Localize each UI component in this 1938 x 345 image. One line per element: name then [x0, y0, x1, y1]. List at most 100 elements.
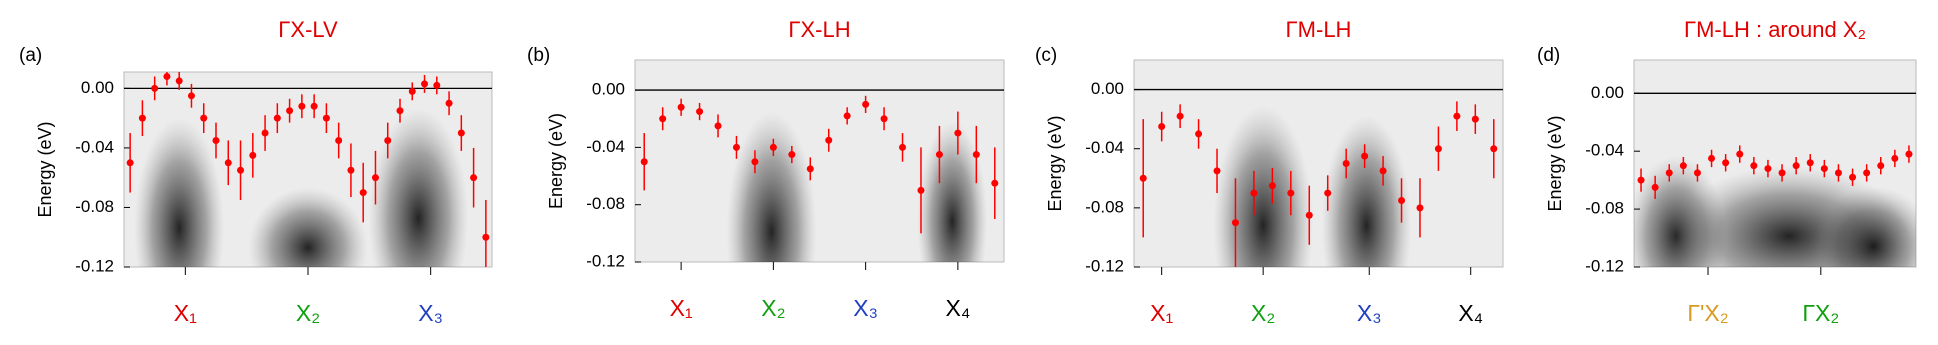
- data-point: [825, 136, 833, 144]
- data-point: [1250, 189, 1258, 197]
- data-point: [187, 92, 195, 100]
- data-point: [732, 143, 740, 151]
- panel-title: ΓM-LH : around X₂: [1684, 17, 1866, 42]
- intensity-blob: [726, 111, 817, 262]
- data-point: [788, 151, 796, 159]
- data-point: [1361, 152, 1369, 160]
- intensity-blob: [368, 108, 469, 267]
- data-point: [322, 114, 330, 122]
- data-point: [163, 72, 171, 80]
- data-point: [1398, 196, 1406, 204]
- data-point: [1708, 154, 1716, 162]
- intensity-map: [1213, 105, 1412, 267]
- data-point: [249, 151, 257, 159]
- data-point: [298, 102, 306, 110]
- data-point: [347, 166, 355, 174]
- data-point: [433, 81, 441, 89]
- panel-label: (b): [527, 45, 550, 66]
- y-axis-label: Energy (eV): [1545, 115, 1565, 211]
- panel-title: ΓX-LV: [278, 17, 338, 42]
- data-point: [384, 136, 392, 144]
- panel-label: (d): [1537, 45, 1560, 66]
- panel-title: ΓX-LH: [788, 17, 850, 42]
- intensity-map: [726, 111, 988, 262]
- data-point: [371, 174, 379, 182]
- data-point: [1764, 165, 1772, 173]
- data-point: [1471, 115, 1479, 123]
- data-point: [1416, 204, 1424, 212]
- data-point: [714, 122, 722, 130]
- data-point: [1679, 162, 1687, 170]
- data-point: [880, 115, 888, 123]
- y-tick-label: -0.04: [1585, 141, 1624, 160]
- y-tick-label: -0.12: [75, 256, 114, 275]
- x-tick-label: X₄: [946, 295, 971, 321]
- plot-area: [1133, 59, 1504, 268]
- panel-label: (a): [19, 45, 42, 66]
- data-point: [769, 143, 777, 151]
- data-point: [991, 179, 999, 187]
- data-point: [1651, 183, 1659, 191]
- data-point: [1305, 211, 1313, 219]
- data-point: [138, 114, 146, 122]
- intensity-blob: [1813, 186, 1916, 267]
- data-point: [1693, 169, 1701, 177]
- y-tick-label: 0.00: [1591, 83, 1624, 102]
- data-points: [126, 72, 490, 267]
- x-tick-label: X₃: [853, 295, 878, 321]
- y-tick-label: 0.00: [81, 78, 114, 97]
- data-point: [457, 129, 465, 137]
- data-points: [640, 95, 999, 234]
- data-point: [1268, 182, 1276, 190]
- data-point: [972, 151, 980, 159]
- data-point: [1379, 167, 1387, 175]
- y-tick-label: -0.04: [75, 137, 114, 156]
- y-tick-label: -0.08: [586, 194, 625, 213]
- data-point: [335, 136, 343, 144]
- y-tick-label: -0.08: [1085, 197, 1124, 216]
- data-points: [1139, 101, 1498, 267]
- data-point: [396, 107, 404, 115]
- data-point: [640, 158, 648, 166]
- data-point: [273, 114, 281, 122]
- data-point: [1213, 167, 1221, 175]
- data-point: [224, 159, 232, 167]
- y-tick-label: -0.12: [586, 251, 625, 270]
- y-tick-label: 0.00: [1091, 79, 1124, 98]
- data-point: [1722, 159, 1730, 167]
- data-point: [1176, 112, 1184, 120]
- data-point: [1637, 176, 1645, 184]
- data-point: [200, 114, 208, 122]
- data-point: [1195, 130, 1203, 138]
- x-tick-label: X₃: [1357, 300, 1382, 326]
- data-point: [1750, 162, 1758, 170]
- data-point: [935, 151, 943, 159]
- data-point: [237, 166, 245, 174]
- data-point: [1158, 123, 1166, 131]
- y-tick-label: -0.12: [1585, 256, 1624, 275]
- data-point: [421, 80, 429, 88]
- data-point: [917, 186, 925, 194]
- data-point: [1434, 145, 1442, 153]
- x-tick-label: X₁: [1150, 300, 1173, 326]
- data-point: [482, 233, 490, 241]
- panel-label: (c): [1035, 45, 1057, 66]
- data-point: [1490, 145, 1498, 153]
- panel-title: ΓM-LH: [1286, 17, 1352, 42]
- data-point: [359, 189, 367, 197]
- y-tick-label: -0.12: [1085, 256, 1124, 275]
- x-tick-label: X₃: [418, 300, 443, 326]
- data-point: [1834, 169, 1842, 177]
- x-tick-label: ΓX₂: [1802, 300, 1839, 326]
- data-point: [954, 129, 962, 137]
- data-point: [126, 159, 134, 167]
- data-point: [1905, 150, 1913, 158]
- intensity-blob: [134, 118, 225, 267]
- x-tick-label: X₄: [1458, 300, 1483, 326]
- intensity-map: [134, 108, 469, 267]
- x-tick-label: X₁: [174, 300, 197, 326]
- data-points: [1637, 145, 1913, 199]
- data-point: [1778, 169, 1786, 177]
- data-point: [1665, 169, 1673, 177]
